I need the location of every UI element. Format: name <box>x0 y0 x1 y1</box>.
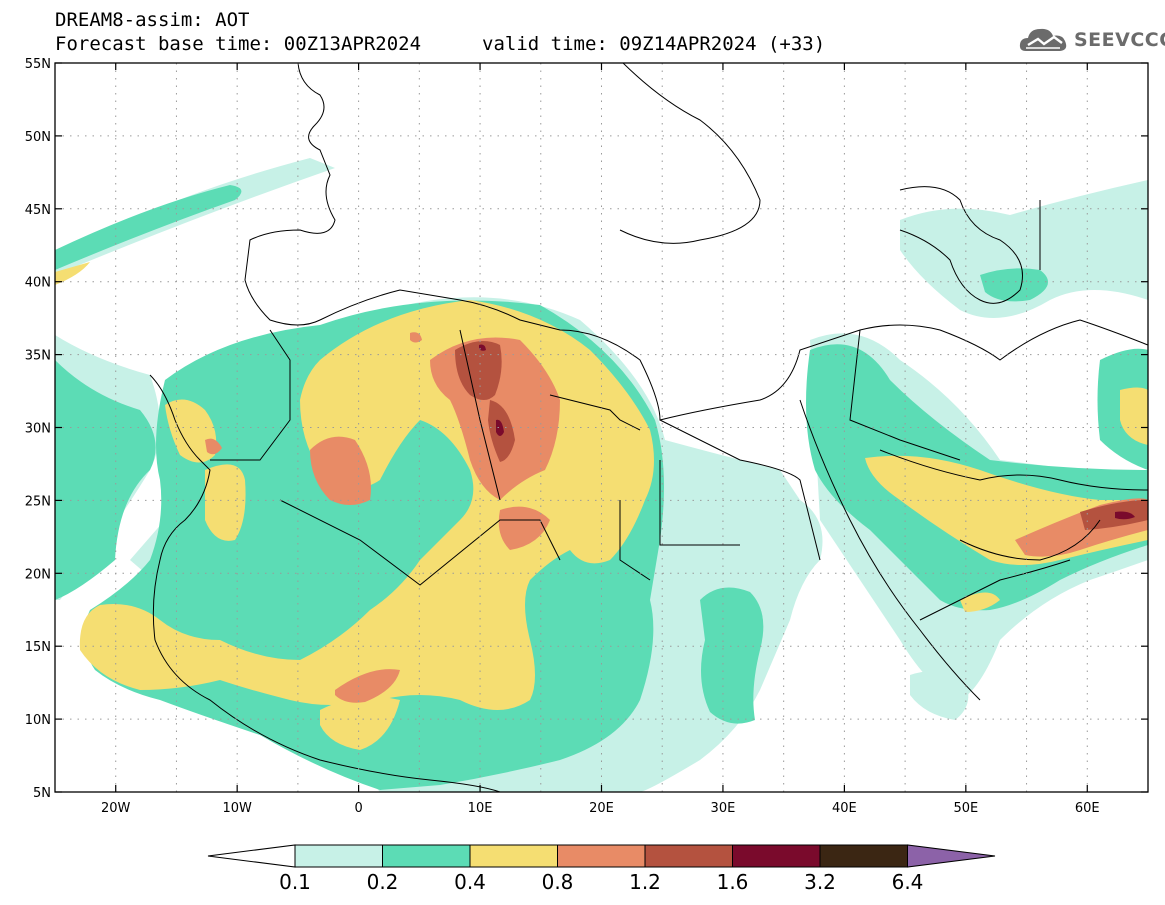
lat-tick-label: 35N <box>25 349 51 364</box>
colorbar-level-label: 0.4 <box>454 870 486 894</box>
colorbar-under-triangle <box>207 844 296 868</box>
lat-tick-label: 30N <box>25 422 51 437</box>
lat-tick-label: 20N <box>25 567 51 582</box>
lat-tick-label: 45N <box>25 203 51 218</box>
lat-lon-grid <box>55 63 1148 792</box>
logo-text: SEEVCCC <box>1074 29 1165 51</box>
lon-tick-label: 40E <box>832 801 857 816</box>
colorbar-swatch <box>819 844 908 868</box>
cloud-logo-icon <box>1019 28 1067 51</box>
colorbar-swatch <box>644 844 733 868</box>
lat-tick-label: 55N <box>25 57 51 72</box>
aot-field <box>55 158 1148 792</box>
aot-level-1.6-area <box>479 344 1135 520</box>
lon-tick-label: 20W <box>101 801 131 816</box>
colorbar-level-label: 1.2 <box>629 870 661 894</box>
lat-tick-label: 5N <box>33 786 51 801</box>
lat-tick-label: 25N <box>25 494 51 509</box>
valid-time: valid time: 09Z14APR2024 (+33) <box>482 33 826 55</box>
colorbar-level-label: 3.2 <box>804 870 836 894</box>
lat-tick-label: 10N <box>25 713 51 728</box>
aot-level-1.2-area <box>455 341 1148 530</box>
colorbar-over-triangle <box>907 844 996 868</box>
forecast-base-time: Forecast base time: 00Z13APR2024 <box>55 33 422 55</box>
coastlines <box>149 63 1148 792</box>
colorbar-level-label: 6.4 <box>892 870 924 894</box>
colorbar-swatch <box>382 844 471 868</box>
axis-ticks: 55N 50N 45N 40N 35N 30N 25N 20N 15N 10N 5N 20W 10W 0 1… <box>25 57 1148 816</box>
lat-tick-label: 50N <box>25 130 51 145</box>
lat-tick-label: 15N <box>25 640 51 655</box>
aot-colorbar: 0.1 0.2 0.4 0.8 1.2 1.6 3.2 6.4 <box>207 844 996 894</box>
map-title: DREAM8-assim: AOT <box>55 9 250 31</box>
colorbar-swatch <box>557 844 646 868</box>
lon-tick-label: 50E <box>953 801 978 816</box>
seevccc-logo: SEEVCCC <box>1018 24 1165 56</box>
lon-tick-label: 10W <box>222 801 252 816</box>
lon-tick-label: 0 <box>354 801 362 816</box>
colorbar-level-label: 0.2 <box>367 870 399 894</box>
lon-tick-label: 60E <box>1075 801 1100 816</box>
lon-tick-label: 10E <box>468 801 493 816</box>
colorbar-swatch <box>732 844 821 868</box>
colorbar-level-label: 0.8 <box>542 870 574 894</box>
lon-tick-label: 20E <box>589 801 614 816</box>
colorbar-swatch <box>469 844 558 868</box>
colorbar-level-label: 0.1 <box>279 870 311 894</box>
lon-tick-label: 30E <box>711 801 736 816</box>
lat-tick-label: 40N <box>25 276 51 291</box>
colorbar-swatch <box>294 844 383 868</box>
colorbar-level-label: 1.6 <box>717 870 749 894</box>
